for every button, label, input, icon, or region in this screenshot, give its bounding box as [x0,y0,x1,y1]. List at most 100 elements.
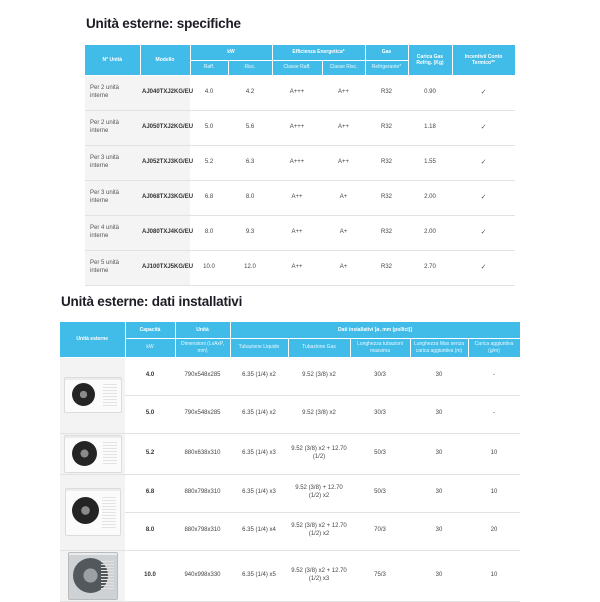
outdoor-unit-illustration [64,488,121,536]
cell-classe-raff: A+++ [272,110,322,146]
grille-icon [101,560,114,592]
cell-lunghezza-senza-carica: 30 [410,550,468,602]
cell-capacita: 6.8 [125,474,175,513]
cell-capacita: 10.0 [125,550,175,602]
cell-lunghezza-senza-carica: 30 [410,433,468,475]
table-row: 4.0 790x548x285 6.35 (1/4) x2 9.52 (3/8)… [60,357,520,434]
checkmark-icon: ✓ [452,215,515,251]
table-row: 5.0 790x548x285 6.35 (1/4) x2 9.52 (3/8)… [60,395,520,434]
table-row: Per 3 unità interne AJ052TXJ3KG/EU 5.2 6… [85,145,515,181]
cell-carica-aggiuntiva: 20 [468,512,520,551]
cell-classe-risc: A++ [322,145,365,181]
col-subheader-dimensioni: Dimensioni (LxAxP, mm) [175,338,231,358]
cell-carica-aggiuntiva: 10 [468,433,520,475]
cell-gas: R32 [365,250,408,286]
cell-lunghezza-massima: 70/3 [350,512,410,551]
cell-kw-raff: 6.8 [190,180,228,216]
cell-tubazione-liquido: 6.35 (1/4) x2 [230,395,288,434]
cell-n-unita: Per 2 unità interne [85,110,140,146]
col-header-incentivi: Incentivi/ Conto Termico** [452,45,516,76]
cell-tubazione-gas: 9.52 (3/8) + 12.70 (1/2) x2 [288,474,350,513]
col-group-dati-installativi: Dati installativi [ø, mm (pollici)] [230,322,521,339]
cell-kw-risc: 9.3 [228,215,272,251]
cell-classe-risc: A+ [322,250,365,286]
table-row: Per 3 unità interne AJ068TXJ3KG/EU 6.8 8… [85,180,515,216]
cell-capacita: 5.0 [125,395,175,434]
checkmark-icon: ✓ [452,75,515,111]
checkmark-icon: ✓ [452,110,515,146]
table-row: 8.0 880x798x310 6.35 (1/4) x4 9.52 (3/8)… [60,512,520,551]
outdoor-unit-illustration [63,434,122,473]
cell-lunghezza-senza-carica: 30 [410,357,468,396]
cell-lunghezza-massima: 50/3 [350,433,410,475]
col-group-kw: kW [190,45,273,61]
cell-dimensioni: 790x548x285 [175,357,230,396]
cell-classe-raff: A++ [272,250,322,286]
cell-n-unita: Per 2 unità interne [85,75,140,111]
col-subheader-raff: Raff. [190,60,229,76]
outdoor-unit-image [60,433,125,475]
fan-icon [71,383,95,406]
cell-carica-aggiuntiva: - [468,357,520,396]
cell-dimensioni: 880x798x310 [175,512,230,551]
cell-classe-raff: A+++ [272,75,322,111]
cell-carica-aggiuntiva: 10 [468,474,520,513]
cell-lunghezza-massima: 30/3 [350,395,410,434]
cell-classe-risc: A+ [322,180,365,216]
cell-dimensioni: 940x998x330 [175,550,230,602]
cell-classe-raff: A++ [272,180,322,216]
outdoor-unit-image [60,474,125,551]
cell-tubazione-liquido: 6.35 (1/4) x3 [230,474,288,513]
cell-kw-raff: 5.2 [190,145,228,181]
grille-icon [102,441,118,466]
cell-carica: 2.00 [408,180,452,216]
cell-carica: 1.18 [408,110,452,146]
specs-section-title: Unità esterne: specifiche [86,16,241,31]
cell-capacita: 4.0 [125,357,175,396]
col-subheader-classe-risc: Classe Risc. [322,60,366,76]
cell-modello: AJ100TXJ5KG/EU [140,250,193,286]
col-header-carica-gas: Carica Gas Refrig. (Kg) [408,45,453,76]
cell-modello: AJ040TXJ2KG/EU [140,75,193,111]
cell-n-unita: Per 3 unità interne [85,145,140,181]
cell-tubazione-liquido: 6.35 (1/4) x4 [230,512,288,551]
cell-kw-risc: 12.0 [228,250,272,286]
col-subheader-lunghezza-massima: Lunghezza tubazioni massima [350,338,411,358]
cell-tubazione-liquido: 6.35 (1/4) x2 [230,357,288,396]
cell-kw-risc: 4.2 [228,75,272,111]
cell-dimensioni: 880x638x310 [175,433,230,475]
cell-carica: 0.90 [408,75,452,111]
cell-carica-aggiuntiva: - [468,395,520,434]
fan-icon [71,497,99,524]
cell-classe-risc: A++ [322,110,365,146]
col-subheader-risc: Risc. [228,60,273,76]
cell-classe-risc: A+ [322,215,365,251]
grille-icon [102,384,118,407]
cell-lunghezza-massima: 50/3 [350,474,410,513]
col-group-efficienza: Efficienza Energetica* [272,45,366,61]
cell-gas: R32 [365,145,408,181]
cell-n-unita: Per 3 unità interne [85,180,140,216]
cell-carica: 2.70 [408,250,452,286]
outdoor-unit-image [60,550,125,602]
specs-table-header: N° Unità Modello kW Efficienza Energetic… [85,45,516,76]
cell-lunghezza-massima: 75/3 [350,550,410,602]
cell-kw-raff: 10.0 [190,250,228,286]
specs-table: N° Unità Modello kW Efficienza Energetic… [85,45,516,286]
col-header-n-unita: N° Unità [85,45,141,76]
cell-lunghezza-senza-carica: 30 [410,474,468,513]
install-table-header: Unità esterne Capacità Unità Dati instal… [60,322,521,358]
cell-lunghezza-senza-carica: 30 [410,512,468,551]
cell-capacita: 5.2 [125,433,175,475]
col-header-modello: Modello [140,45,191,76]
cell-tubazione-gas: 9.52 (3/8) x2 + 12.70 (1/2) x2 [288,512,350,551]
table-row: 6.8 880x798x310 6.35 (1/4) x3 9.52 (3/8)… [60,474,520,551]
table-row: Per 2 unità interne AJ040TXJ2KG/EU 4.0 4… [85,75,515,111]
cell-tubazione-liquido: 6.35 (1/4) x5 [230,550,288,602]
cell-carica-aggiuntiva: 10 [468,550,520,602]
cell-dimensioni: 790x548x285 [175,395,230,434]
cell-gas: R32 [365,215,408,251]
col-group-capacita: Capacità [125,322,176,339]
fan-icon [71,440,97,466]
col-group-unita: Unità [175,322,231,339]
